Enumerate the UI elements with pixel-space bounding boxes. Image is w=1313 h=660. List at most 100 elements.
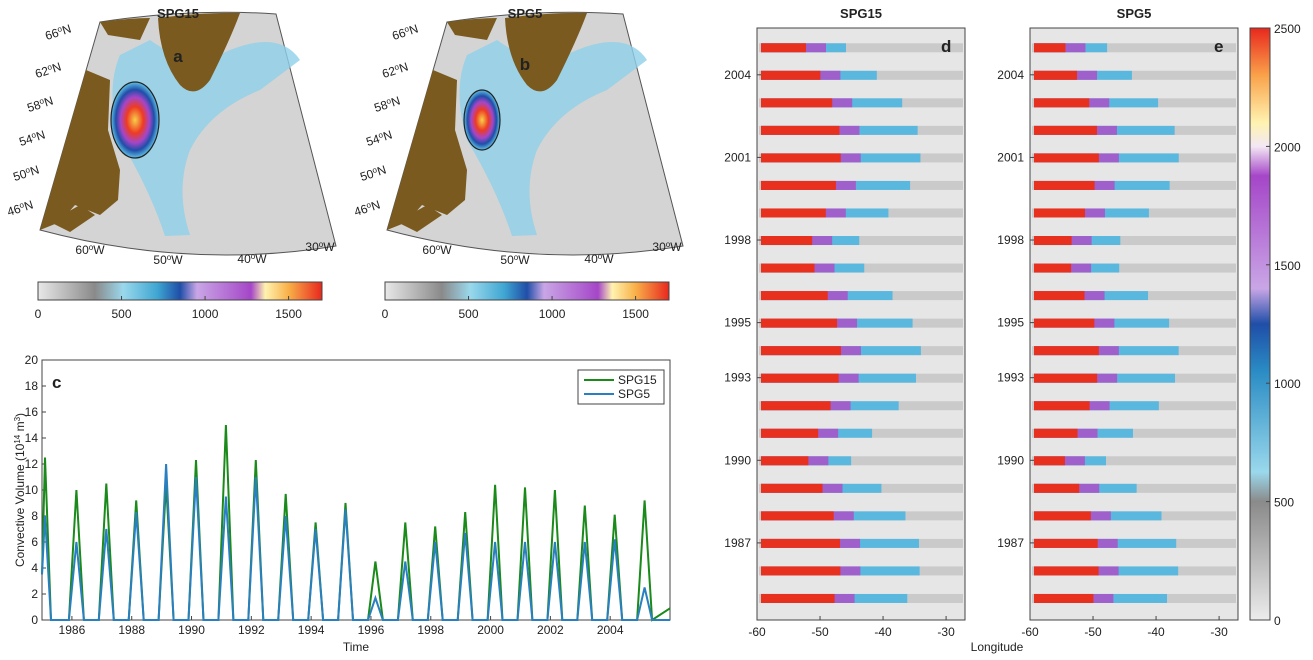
x-tick-label: -50: [1084, 625, 1102, 639]
stripe-red: [1034, 98, 1089, 107]
colorbar-tick-label: 500: [1274, 496, 1294, 510]
colorbar-tick-label: 1000: [1274, 377, 1301, 391]
text-part: 30: [652, 240, 666, 254]
stripe-red: [761, 346, 841, 355]
text-part: N: [42, 94, 55, 110]
stripe-red: [1034, 511, 1091, 520]
stripe-red: [761, 98, 832, 107]
stripe-red: [761, 539, 840, 548]
stripe-red: [761, 43, 806, 52]
stripe-red: [1034, 456, 1065, 465]
colorbar-tick-label: 1000: [192, 307, 219, 321]
stripe-red: [761, 71, 820, 80]
stripe-red: [761, 319, 837, 328]
text-part: 50: [500, 253, 514, 267]
convection-patch: [464, 90, 500, 150]
stripe-red: [1034, 153, 1099, 162]
colorbar-tick-label: 2500: [1274, 22, 1301, 36]
colorbar-tick-label: 1500: [1274, 259, 1301, 273]
text-part: 40: [237, 252, 251, 266]
x-tick-label: 1988: [118, 623, 145, 637]
x-tick-label: 2002: [537, 623, 564, 637]
x-tick-label: -30: [937, 625, 955, 639]
text-part: N: [407, 22, 420, 38]
y-tick-label: 1990: [997, 453, 1024, 467]
x-tick-label: 1996: [358, 623, 385, 637]
stripe-red: [761, 374, 839, 383]
x-tick-label: 2004: [597, 623, 624, 637]
stripe-red: [761, 264, 815, 273]
panel-title: SPG15: [840, 6, 882, 21]
x-tick-label: -30: [1210, 625, 1228, 639]
stripe-red: [1034, 126, 1097, 135]
stripe-red: [1034, 181, 1095, 190]
convection-patch: [111, 82, 159, 158]
y-tick-label: 1987: [724, 536, 751, 550]
y-tick-label: 18: [25, 379, 39, 393]
x-tick-label: 1998: [417, 623, 444, 637]
text-part: W: [440, 243, 452, 257]
legend-label: SPG5: [618, 387, 650, 401]
colorbar: [1250, 28, 1270, 620]
stripe-red: [761, 456, 808, 465]
text-part: N: [50, 60, 63, 76]
text-part: W: [93, 243, 105, 257]
map-land: [387, 70, 467, 232]
lat-label: 66oN: [390, 21, 420, 43]
stripe-red: [761, 153, 841, 162]
text-part: ): [13, 413, 27, 417]
x-axis-label: Longitude: [971, 640, 1024, 654]
lon-label: 50oW: [500, 253, 530, 268]
colorbar: [385, 282, 669, 300]
text-part: N: [389, 94, 402, 110]
text-part: N: [397, 60, 410, 76]
text-part: W: [602, 252, 614, 266]
lon-label: 40oW: [584, 252, 614, 267]
colorbar-tick-label: 1500: [275, 307, 302, 321]
lat-label: 62oN: [380, 59, 410, 81]
lon-label: 60oW: [75, 243, 105, 258]
y-tick-label: 20: [25, 353, 39, 367]
x-tick-label: 1994: [298, 623, 325, 637]
lat-label: 62oN: [33, 59, 63, 81]
x-tick-label: -60: [1021, 625, 1039, 639]
text-part: 50: [153, 253, 167, 267]
y-tick-label: 8: [31, 509, 38, 523]
colorbar-tick-label: 2000: [1274, 140, 1301, 154]
figure: SPG15a66oN62oN58oN54oN50oN46oN60oW50oW40…: [0, 0, 1313, 655]
y-tick-label: 2001: [724, 150, 751, 164]
stripe-red: [761, 208, 826, 217]
stripe-red: [761, 594, 835, 603]
stripe-red: [761, 511, 834, 520]
x-tick-label: -60: [748, 625, 766, 639]
stripe-red: [1034, 401, 1090, 410]
text-part: N: [60, 22, 73, 38]
text-part: N: [22, 198, 35, 214]
y-tick-label: 1998: [724, 233, 751, 247]
stripe-red: [1034, 264, 1071, 273]
colorbar-tick-label: 1500: [622, 307, 649, 321]
y-tick-label: 1995: [997, 316, 1024, 330]
y-tick-label: 6: [31, 535, 38, 549]
y-tick-label: 1993: [724, 371, 751, 385]
text-part: W: [670, 240, 682, 254]
stripe-red: [1034, 236, 1072, 245]
stripe-red: [1034, 566, 1099, 575]
y-tick-label: 1995: [724, 316, 751, 330]
lat-label: 46oN: [352, 197, 382, 219]
colorbar-tick-label: 1000: [539, 307, 566, 321]
text-part: 60: [75, 243, 89, 257]
x-axis-label: Time: [343, 640, 370, 654]
lat-label: 66oN: [43, 21, 73, 43]
lon-label: 50oW: [153, 253, 183, 268]
panel-label: a: [173, 47, 183, 66]
colorbar-tick-label: 500: [112, 307, 132, 321]
stripe-red: [761, 181, 836, 190]
text-part: N: [381, 128, 394, 144]
y-tick-label: 1990: [724, 453, 751, 467]
text-part: W: [171, 253, 183, 267]
stripe-red: [1034, 346, 1099, 355]
lon-label: 30oW: [305, 240, 335, 255]
colorbar-tick-label: 0: [35, 307, 42, 321]
